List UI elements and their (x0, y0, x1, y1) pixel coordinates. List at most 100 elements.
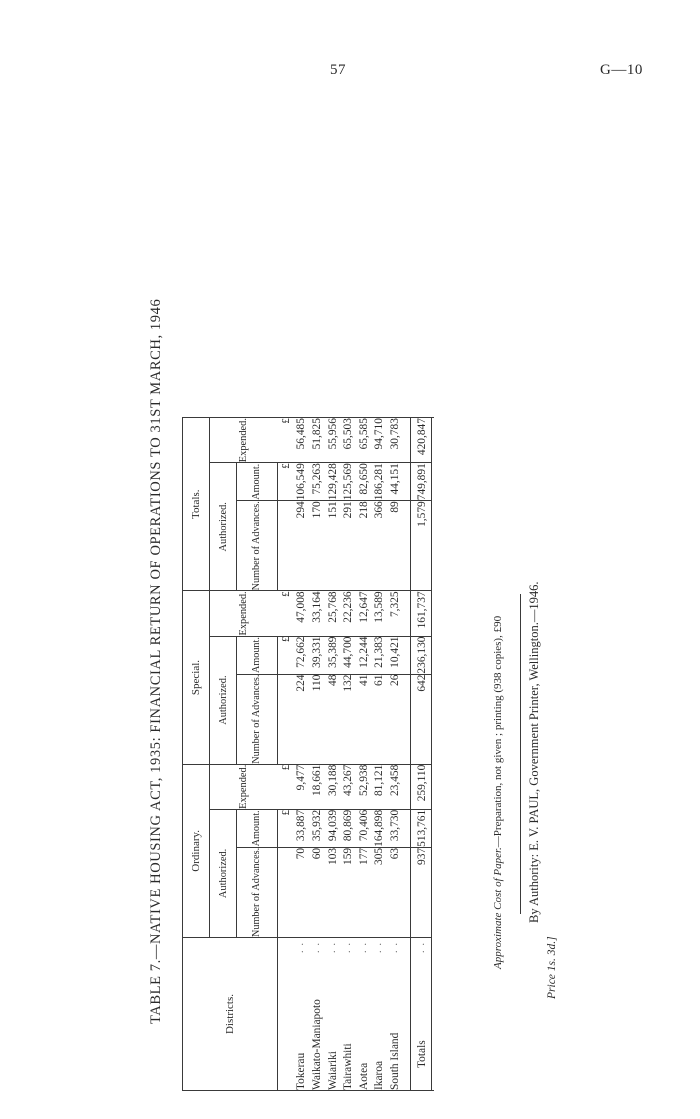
cell-total-expended: 65,503 (340, 417, 356, 463)
cost-text: —Preparation, not given ; printing (938 … (492, 615, 504, 848)
row-district: Waiariki.. (324, 937, 341, 1091)
group-header-ordinary: Ordinary. (182, 764, 210, 938)
table-row: Tokerau.. 70 33,887 9,477 224 72,662 47,… (293, 417, 310, 1091)
cell-ordinary-amount: 33,730 (387, 809, 403, 848)
district-label: Aotea (357, 1062, 370, 1090)
cell-special-expended: 25,768 (324, 590, 341, 637)
subheader-special-number-of-advances: Number of Advances. (236, 674, 278, 765)
bottom-rule-row (431, 417, 435, 1091)
subheader-ordinary-number-of-advances: Number of Advances. (236, 847, 278, 938)
currency-row: £ £ £ £ £ £ (277, 417, 294, 1091)
currency-total-advances (278, 501, 294, 591)
group-header-totals: Totals. (182, 417, 210, 591)
cell-ordinary-amount: 70,406 (355, 809, 372, 848)
cell-special-advances: 132 (342, 674, 355, 692)
totals-ordinary-amount: 513,761 (410, 809, 432, 848)
cell-total-amount: 75,263 (309, 462, 325, 501)
totals-total-amount: 749,891 (410, 462, 432, 501)
row-district: Tairawhiti.. (340, 937, 356, 1091)
cell-special-advances: 26 (388, 674, 401, 686)
totals-special-advances: 642 (410, 674, 432, 765)
spacer-cell (403, 674, 411, 764)
cell-total-amount: 44,151 (387, 462, 403, 501)
cell-special-amount: 44,700 (340, 636, 356, 675)
cell-special-expended: 22,236 (340, 590, 356, 637)
table-row: South Island.. 63 33,730 23,458 26 10,42… (387, 417, 403, 1091)
subheader-totals-authorized: Authorized. (209, 462, 237, 591)
district-label: Tairawhiti (342, 1043, 355, 1090)
approximate-cost-note: Approximate Cost of Paper.—Preparation, … (492, 616, 504, 969)
cell-special-amount: 35,389 (324, 636, 341, 675)
spacer-cell (402, 764, 411, 810)
totals-special-amount: 236,130 (410, 636, 432, 675)
subheader-totals-amount: Amount. (236, 462, 278, 501)
cell-total-expended: 55,956 (324, 417, 341, 463)
currency-row-stub (277, 937, 294, 1091)
cell-total-expended: 30,783 (387, 417, 403, 463)
authority-suffix: , Government Printer, Wellington.—1946. (527, 581, 541, 792)
spacer-stub (402, 937, 411, 1091)
spacer-cell (403, 847, 411, 937)
cell-ordinary-expended: 52,938 (355, 764, 372, 810)
row-district: Ikaroa.. (371, 937, 388, 1091)
authority-line: By Authority: E. V. PAUL, Government Pri… (527, 582, 542, 923)
cell-ordinary-advances: 63 (388, 847, 401, 860)
leader-dots: .. (415, 938, 427, 953)
cost-label: Approximate Cost of Paper. (492, 847, 504, 969)
table-title: TABLE 7.—NATIVE HOUSING ACT, 1935: FINAN… (148, 298, 164, 1024)
leader-dots: .. (357, 938, 369, 953)
table-row: Tairawhiti.. 159 80,869 43,267 132 44,70… (340, 417, 356, 1091)
cell-special-amount: 39,331 (309, 636, 325, 675)
table-row: Ikaroa.. 305 164,898 81,121 61 21,383 13… (371, 417, 388, 1091)
currency-total-expended: £ (277, 417, 294, 463)
page-number: 57 (330, 62, 346, 78)
subheader-ordinary-amount: Amount. (236, 809, 278, 848)
district-label: Tokerau (295, 1052, 308, 1090)
cell-special-advances: 224 (295, 674, 308, 692)
table-head: Districts. Ordinary. Special. Totals. Au… (182, 417, 278, 1091)
district-label: Ikaroa (373, 1060, 386, 1090)
district-label: South Island (388, 1032, 401, 1090)
spacer-cell (402, 809, 411, 848)
totals-label-cell: Totals.. (410, 937, 432, 1091)
spacer-cell (402, 417, 411, 463)
table-body: £ £ £ £ £ £ Tokerau.. 70 33,887 9,477 22… (277, 417, 435, 1091)
currency-total-amount: £ (277, 462, 294, 501)
totals-ordinary-expended: 259,110 (410, 764, 432, 810)
spacer-cell (403, 501, 411, 591)
financial-return-table: Districts. Ordinary. Special. Totals. Au… (182, 417, 435, 1091)
subheader-special-expended: Expended. (209, 590, 278, 637)
spacer-cell (402, 590, 411, 637)
cell-special-advances: 48 (326, 674, 339, 686)
page-reference: G—10 (600, 62, 643, 78)
authority-prefix: By Authority: (527, 850, 541, 923)
cell-special-expended: 13,589 (371, 590, 388, 637)
cell-total-amount: 82,650 (355, 462, 372, 501)
table-row: Aotea.. 177 70,406 52,938 41 12,244 12,6… (355, 417, 372, 1091)
leader-dots: .. (310, 938, 322, 953)
cell-total-amount: 106,549 (293, 462, 310, 501)
spacer-cell (402, 636, 411, 675)
currency-special-advances (278, 674, 294, 764)
cell-ordinary-expended: 30,188 (324, 764, 341, 810)
leader-dots: .. (326, 938, 338, 953)
cell-ordinary-expended: 18,661 (309, 764, 325, 810)
cell-ordinary-advances: 177 (357, 847, 370, 865)
price-line: Price 1s. 3d.] (546, 936, 558, 999)
subheader-special-amount: Amount. (236, 636, 278, 675)
currency-ordinary-expended: £ (277, 764, 294, 810)
totals-ordinary-advances: 937 (410, 847, 432, 938)
cell-special-advances: 110 (310, 674, 323, 692)
district-label: Waiariki (326, 1051, 339, 1090)
column-header-districts: Districts. (182, 937, 278, 1091)
cell-ordinary-amount: 33,887 (293, 809, 310, 848)
leader-dots: .. (373, 938, 385, 953)
cell-total-advances: 294 (295, 501, 308, 519)
row-district: Tokerau.. (293, 937, 310, 1091)
currency-special-expended: £ (277, 590, 294, 637)
cell-special-amount: 12,244 (355, 636, 372, 675)
subheader-ordinary-authorized: Authorized. (209, 809, 237, 938)
cell-special-advances: 61 (373, 674, 386, 686)
cell-ordinary-expended: 81,121 (371, 764, 388, 810)
